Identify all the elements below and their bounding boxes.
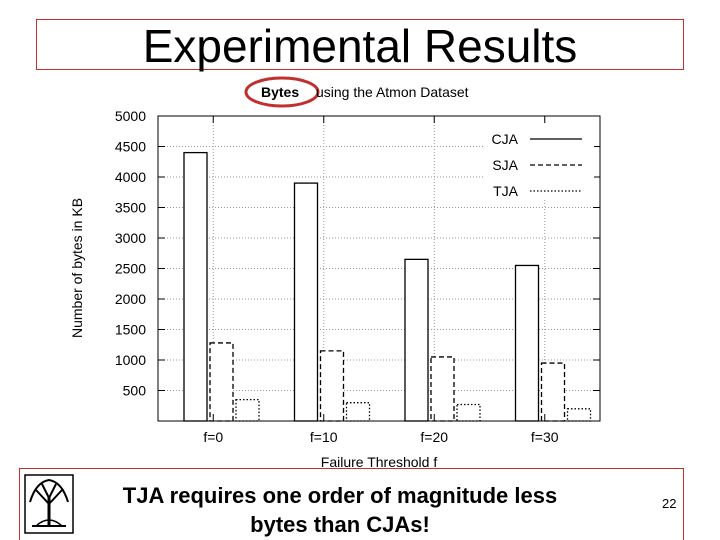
bar-tja — [345, 402, 371, 422]
x-tick-label: f=10 — [310, 429, 338, 445]
bar-cja — [404, 258, 429, 422]
y-tick-label: 500 — [123, 383, 147, 399]
bar-sja — [319, 350, 345, 422]
x-tick-label: f=0 — [203, 429, 223, 445]
y-tick-label: 4500 — [115, 139, 146, 155]
bar-cja — [183, 151, 208, 422]
y-tick-label: 4000 — [115, 169, 146, 185]
y-tick-label: 3500 — [115, 200, 146, 216]
y-tick-label: 2000 — [115, 291, 146, 307]
bar-tja — [566, 408, 592, 422]
bar-sja — [540, 362, 566, 422]
slide-caption: TJA requires one order of magnitude less… — [122, 483, 558, 537]
bar-tja — [456, 403, 481, 422]
tree-emblem-icon — [24, 474, 74, 539]
y-axis-label: Number of bytes in KB — [69, 198, 85, 338]
y-tick-label: 3000 — [115, 230, 146, 246]
chart-title-rest: using the Atmon Dataset — [316, 84, 469, 100]
bar-sja — [430, 356, 455, 422]
bar-sja — [209, 342, 234, 422]
legend-label: SJA — [492, 157, 518, 173]
x-axis-label: Failure Threshold f — [321, 454, 438, 470]
bar-cja — [514, 264, 540, 422]
y-tick-label: 5000 — [115, 108, 146, 124]
footer-frame — [19, 468, 684, 540]
legend-box — [484, 125, 594, 200]
x-tick-label: f=30 — [531, 429, 559, 445]
highlight-circle — [244, 76, 320, 108]
chart-title-highlight: Bytes — [261, 84, 299, 100]
y-tick-label: 2500 — [115, 261, 146, 277]
y-tick-label: 1000 — [115, 352, 146, 368]
page-number: 22 — [662, 496, 677, 511]
bar-cja — [293, 182, 319, 422]
title-frame — [36, 19, 684, 70]
bar-chart: Bytes using the Atmon Dataset 500 1000 150… — [69, 76, 601, 470]
x-tick-label: f=20 — [420, 429, 448, 445]
slide-title: Experimental Results — [142, 20, 578, 72]
legend-label: CJA — [492, 131, 519, 147]
bar-tja — [235, 398, 260, 422]
y-tick-label: 1500 — [115, 322, 146, 338]
legend-label: TJA — [493, 183, 519, 199]
